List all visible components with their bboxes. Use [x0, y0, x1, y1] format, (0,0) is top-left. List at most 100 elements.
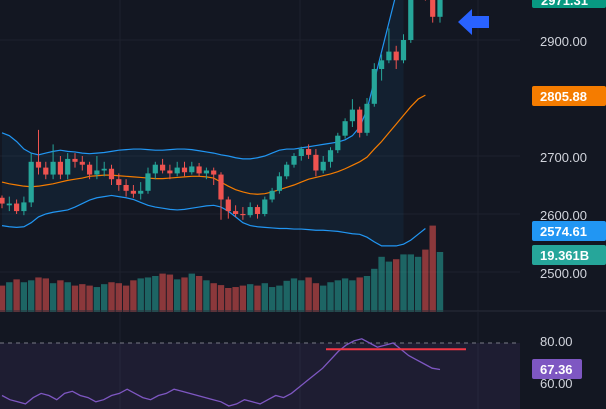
price-tick-label: 2600.00: [540, 208, 587, 223]
price-tick-label: 2500.00: [540, 266, 587, 281]
candle-body: [87, 164, 93, 175]
volume-bar: [210, 283, 217, 312]
candle-body: [225, 199, 231, 212]
rsi-value-text: 67.36: [540, 362, 573, 377]
candle-body: [357, 109, 363, 133]
volume-bar: [247, 284, 254, 312]
volume-bar: [393, 259, 400, 312]
candle-body: [408, 0, 414, 40]
volume-bar: [239, 285, 247, 312]
volume-bar: [57, 280, 64, 312]
volume-bar: [378, 256, 385, 312]
candle-body: [152, 164, 158, 174]
rsi-band-fill: [0, 343, 520, 409]
volume-bar: [334, 280, 341, 312]
candle-body: [313, 154, 319, 171]
volume-badge: [532, 245, 606, 265]
volume-bar: [400, 254, 407, 312]
candle-body: [174, 167, 180, 174]
volume-bar: [108, 282, 115, 312]
band-lower-line: [1, 194, 426, 247]
volume-bar: [276, 285, 283, 312]
volume-bar: [152, 276, 159, 312]
volume-bar: [181, 277, 188, 312]
volume-bar: [6, 282, 13, 312]
volume-bar: [385, 261, 393, 312]
candle-body: [306, 149, 312, 155]
candle-body: [160, 164, 166, 171]
candle-body: [393, 51, 399, 61]
candle-body: [14, 203, 20, 212]
volume-bar: [283, 280, 290, 312]
candle-body: [262, 199, 268, 214]
candle-body: [189, 166, 195, 173]
volume-bar: [166, 274, 174, 312]
candle-body: [21, 202, 27, 212]
candle-body: [57, 161, 63, 175]
volume-bar: [28, 280, 35, 312]
candle-body: [233, 211, 239, 214]
candle-body: [145, 173, 151, 191]
band-lower-text: 2574.61: [540, 224, 587, 239]
volume-bar: [356, 277, 363, 312]
candle-body: [437, 0, 443, 17]
volume-bar: [254, 285, 261, 312]
rsi-pane: [0, 338, 520, 409]
volume-bar: [225, 288, 232, 312]
candle-body: [371, 69, 377, 104]
band-fill: [2, 0, 404, 246]
candle-body: [342, 121, 348, 136]
volume-bar: [130, 280, 137, 312]
candle-body: [291, 156, 297, 165]
volume-bar: [174, 279, 181, 312]
volume-bar: [49, 283, 57, 312]
volume-bar: [363, 276, 371, 312]
volume-bar: [341, 278, 349, 312]
volume-bar: [327, 282, 334, 312]
volume-bar: [64, 282, 71, 312]
candle-body: [379, 60, 385, 69]
volume-bar: [195, 276, 203, 312]
candle-body: [123, 185, 129, 191]
candle-body: [6, 203, 12, 206]
candle-body: [196, 166, 202, 174]
volume-text: 19.361B: [540, 248, 589, 263]
candle-body: [108, 168, 115, 180]
candle-body: [35, 161, 42, 168]
ma-value-text: 2805.88: [540, 89, 587, 104]
candle-body: [65, 158, 71, 175]
band-lower-badge: [532, 221, 606, 241]
volume-bar: [0, 285, 6, 312]
price-tick-label: 2900.00: [540, 34, 587, 49]
rsi-tick-label: 80.00: [540, 334, 573, 349]
ma-value-badge: [532, 86, 606, 106]
volume-bar: [268, 287, 276, 312]
volume-bar: [414, 256, 422, 312]
volume-bar: [144, 277, 152, 312]
candle-body: [101, 168, 107, 171]
volume-bar: [436, 252, 444, 312]
volume-bar: [93, 287, 101, 312]
candle-body: [28, 161, 34, 203]
candle-body: [335, 135, 341, 151]
volume-bar: [422, 249, 429, 312]
volume-bar: [371, 268, 378, 312]
candle-body: [284, 164, 290, 177]
volume-bar: [122, 285, 130, 312]
candle-body: [269, 190, 275, 200]
volume-bar: [35, 277, 42, 312]
volume-bar: [115, 283, 122, 312]
volume-bar: [290, 278, 298, 312]
volume-bar: [20, 282, 28, 312]
rsi-value-badge: [532, 359, 582, 379]
candle-body: [327, 150, 334, 162]
volume-bar: [305, 277, 312, 312]
candle-body: [430, 0, 436, 17]
candle-body: [43, 167, 49, 175]
candle-body: [349, 109, 355, 122]
candle-body: [94, 170, 100, 175]
candle-body: [298, 149, 304, 156]
arrow-left-icon[interactable]: [458, 9, 489, 35]
